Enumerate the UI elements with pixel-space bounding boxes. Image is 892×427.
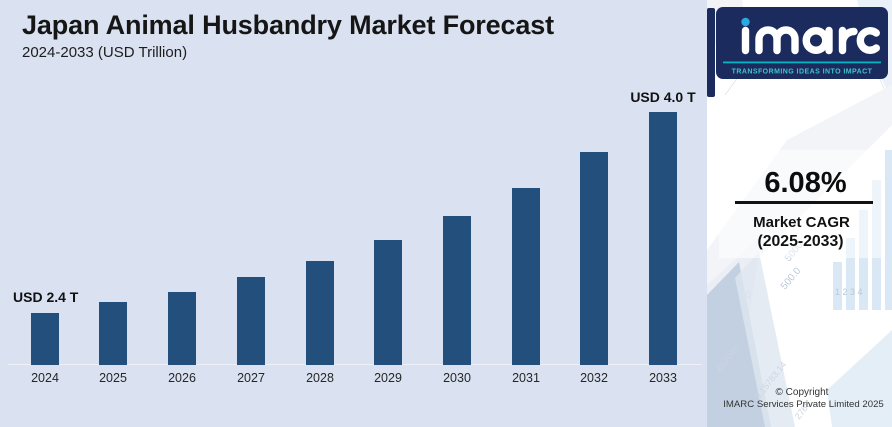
svg-text:TRANSFORMING IDEAS INTO IMPACT: TRANSFORMING IDEAS INTO IMPACT [732, 69, 873, 76]
svg-text:1 2 3 4: 1 2 3 4 [835, 287, 863, 297]
